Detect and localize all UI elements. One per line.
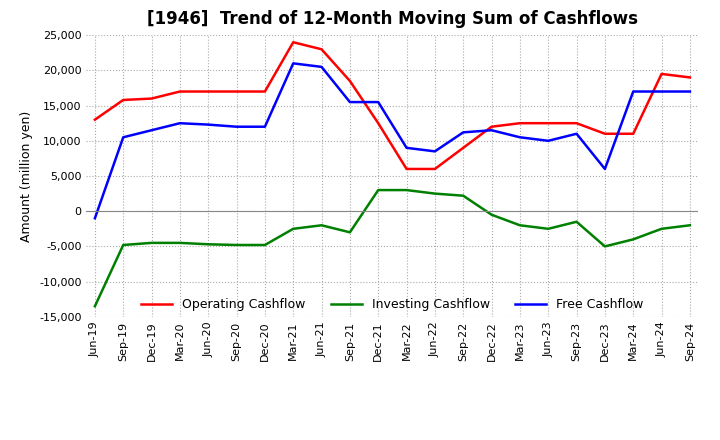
- Free Cashflow: [119, 135, 127, 140]
- Free Cashflow: [657, 89, 666, 94]
- Operating Cashflow: [346, 78, 354, 84]
- Investing Cashflow: [431, 191, 439, 196]
- Free Cashflow: [374, 99, 382, 105]
- Operating Cashflow: [657, 71, 666, 77]
- Operating Cashflow: [289, 40, 297, 45]
- Investing Cashflow: [572, 219, 581, 224]
- Free Cashflow: [629, 89, 637, 94]
- Investing Cashflow: [176, 240, 184, 246]
- Title: [1946]  Trend of 12-Month Moving Sum of Cashflows: [1946] Trend of 12-Month Moving Sum of C…: [147, 10, 638, 28]
- Free Cashflow: [487, 128, 496, 133]
- Investing Cashflow: [459, 193, 467, 198]
- Investing Cashflow: [402, 187, 411, 193]
- Investing Cashflow: [629, 237, 637, 242]
- Operating Cashflow: [261, 89, 269, 94]
- Operating Cashflow: [459, 145, 467, 150]
- Y-axis label: Amount (million yen): Amount (million yen): [20, 110, 34, 242]
- Operating Cashflow: [600, 131, 609, 136]
- Investing Cashflow: [233, 242, 241, 248]
- Operating Cashflow: [431, 166, 439, 172]
- Investing Cashflow: [346, 230, 354, 235]
- Investing Cashflow: [261, 242, 269, 248]
- Investing Cashflow: [374, 187, 382, 193]
- Free Cashflow: [91, 216, 99, 221]
- Line: Investing Cashflow: Investing Cashflow: [95, 190, 690, 306]
- Operating Cashflow: [374, 121, 382, 126]
- Free Cashflow: [318, 64, 326, 70]
- Free Cashflow: [516, 135, 524, 140]
- Operating Cashflow: [176, 89, 184, 94]
- Legend: Operating Cashflow, Investing Cashflow, Free Cashflow: Operating Cashflow, Investing Cashflow, …: [136, 293, 649, 316]
- Operating Cashflow: [685, 75, 694, 80]
- Investing Cashflow: [119, 242, 127, 248]
- Investing Cashflow: [318, 223, 326, 228]
- Operating Cashflow: [233, 89, 241, 94]
- Free Cashflow: [459, 130, 467, 135]
- Operating Cashflow: [318, 47, 326, 52]
- Line: Operating Cashflow: Operating Cashflow: [95, 42, 690, 169]
- Operating Cashflow: [204, 89, 212, 94]
- Free Cashflow: [572, 131, 581, 136]
- Operating Cashflow: [487, 124, 496, 129]
- Free Cashflow: [204, 122, 212, 127]
- Investing Cashflow: [657, 226, 666, 231]
- Operating Cashflow: [572, 121, 581, 126]
- Free Cashflow: [346, 99, 354, 105]
- Free Cashflow: [544, 138, 552, 143]
- Investing Cashflow: [516, 223, 524, 228]
- Free Cashflow: [261, 124, 269, 129]
- Investing Cashflow: [91, 304, 99, 309]
- Free Cashflow: [233, 124, 241, 129]
- Investing Cashflow: [289, 226, 297, 231]
- Operating Cashflow: [148, 96, 156, 101]
- Operating Cashflow: [91, 117, 99, 122]
- Operating Cashflow: [402, 166, 411, 172]
- Free Cashflow: [289, 61, 297, 66]
- Line: Free Cashflow: Free Cashflow: [95, 63, 690, 218]
- Investing Cashflow: [148, 240, 156, 246]
- Investing Cashflow: [600, 244, 609, 249]
- Free Cashflow: [685, 89, 694, 94]
- Investing Cashflow: [544, 226, 552, 231]
- Free Cashflow: [148, 128, 156, 133]
- Investing Cashflow: [487, 212, 496, 217]
- Operating Cashflow: [119, 97, 127, 103]
- Free Cashflow: [176, 121, 184, 126]
- Operating Cashflow: [544, 121, 552, 126]
- Free Cashflow: [431, 149, 439, 154]
- Free Cashflow: [402, 145, 411, 150]
- Investing Cashflow: [204, 242, 212, 247]
- Operating Cashflow: [629, 131, 637, 136]
- Free Cashflow: [600, 166, 609, 172]
- Investing Cashflow: [685, 223, 694, 228]
- Operating Cashflow: [516, 121, 524, 126]
